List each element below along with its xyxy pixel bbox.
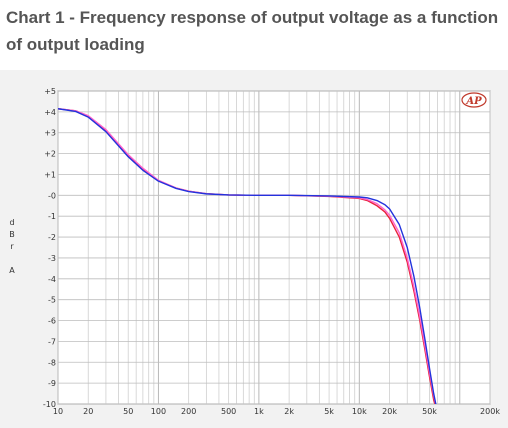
y-tick-label: -2 [48,233,56,242]
x-tick-label: 500 [221,407,236,416]
y-axis-label-char: d [9,218,14,227]
y-tick-label: +5 [44,87,56,96]
frequency-response-chart: +5 +4 +3 +2 +1 -0 -1 -2 -3 -4 -5 -6 -7 -8 -9 -10 10 20 50… [9,87,500,416]
x-tick-label: 2k [284,407,294,416]
x-tick-label: 200k [480,407,500,416]
x-tick-label: 10 [53,407,63,416]
y-axis-label-char: B [9,230,15,239]
y-tick-label: -7 [48,337,56,346]
y-axis-label-char: r [10,242,14,251]
y-tick-label: -1 [48,212,56,221]
ap-logo-text: AP [465,96,482,107]
y-tick-label: -6 [48,317,56,326]
series-line-3 [58,108,437,404]
y-tick-label: -9 [48,379,56,388]
chart-title: Chart 1 - Frequency response of output v… [6,8,499,54]
y-tick-label: -0 [48,191,56,200]
y-tick-label: -5 [48,296,56,305]
y-axis-label-char: A [9,266,15,275]
y-tick-label: -3 [48,254,56,263]
x-tick-label: 100 [151,407,166,416]
plot-area [57,90,491,405]
x-tick-label: 5k [324,407,334,416]
x-tick-label: 50 [123,407,133,416]
x-tick-labels: 10 20 50 100 200 500 1k 2k 5k 10k 20k 50k 200k [53,407,500,416]
ap-logo: AP [461,92,487,108]
x-tick-label: 20k [382,407,397,416]
series-lines [58,108,437,404]
y-tick-labels: +5 +4 +3 +2 +1 -0 -1 -2 -3 -4 -5 -6 -7 -8 -9 -10 [43,87,56,409]
y-tick-label: +3 [44,129,56,138]
y-axis-label: dBr A [9,218,15,275]
x-tick-label: 200 [181,407,196,416]
y-tick-label: +1 [44,170,56,179]
x-tick-label: 50k [422,407,437,416]
y-tick-label: +2 [44,150,56,159]
y-tick-label: -10 [43,400,56,409]
y-tick-label: -8 [48,358,56,367]
x-tick-label: 1k [254,407,264,416]
y-tick-label: -4 [48,275,56,284]
y-tick-label: +4 [44,108,56,117]
x-tick-label: 10k [352,407,367,416]
x-tick-label: 20 [83,407,93,416]
